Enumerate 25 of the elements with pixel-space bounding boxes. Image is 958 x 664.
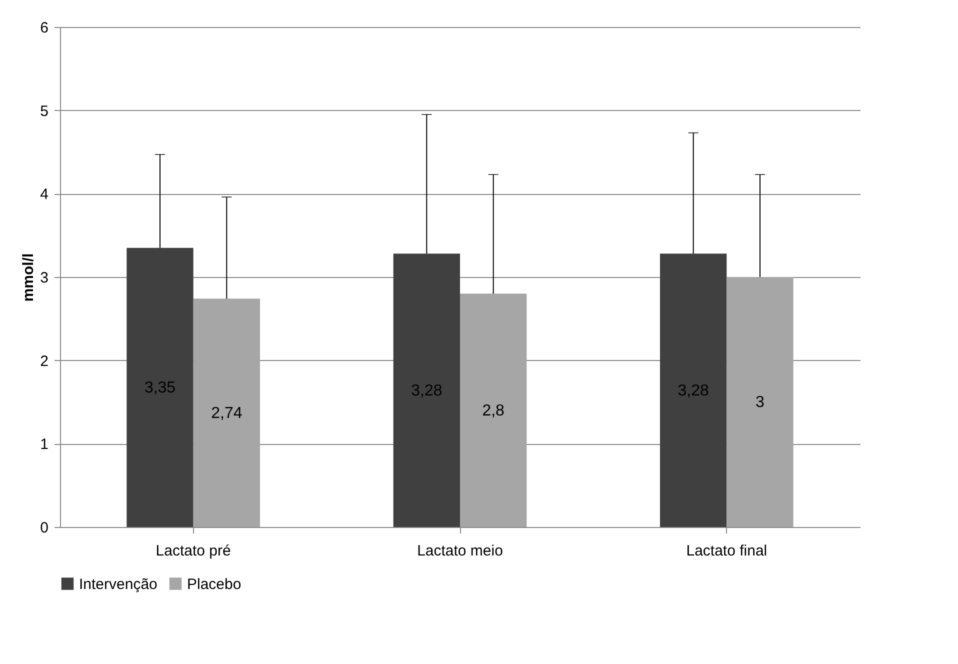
data-label: 2,8 [482,402,505,420]
data-label: 3,35 [144,379,176,396]
y-tick-label: 1 [40,436,48,454]
bar [393,254,460,527]
bar [193,298,260,527]
y-tick-label: 0 [40,520,48,536]
bar [660,254,727,527]
data-label: 3,28 [678,382,710,400]
data-label: 3 [756,394,765,411]
bar [460,294,527,527]
bar [726,277,794,527]
y-tick-label: 5 [40,102,48,120]
legend-label: Placebo [187,576,242,593]
y-tick-label: 3 [40,270,48,286]
x-tick-label: Lactato final [686,542,768,560]
data-label: 3,28 [411,382,442,400]
legend-label: Intervenção [79,576,158,593]
bar [126,248,194,527]
data-label: 2,74 [211,404,242,422]
y-tick-label: 6 [40,20,48,36]
y-axis-title: mmol/l [20,253,38,302]
x-tick-label: Lactato pré [156,542,231,560]
x-tick-label: Lactato meio [417,542,503,560]
y-tick-label: 4 [40,186,48,204]
y-tick-label: 2 [40,352,48,370]
